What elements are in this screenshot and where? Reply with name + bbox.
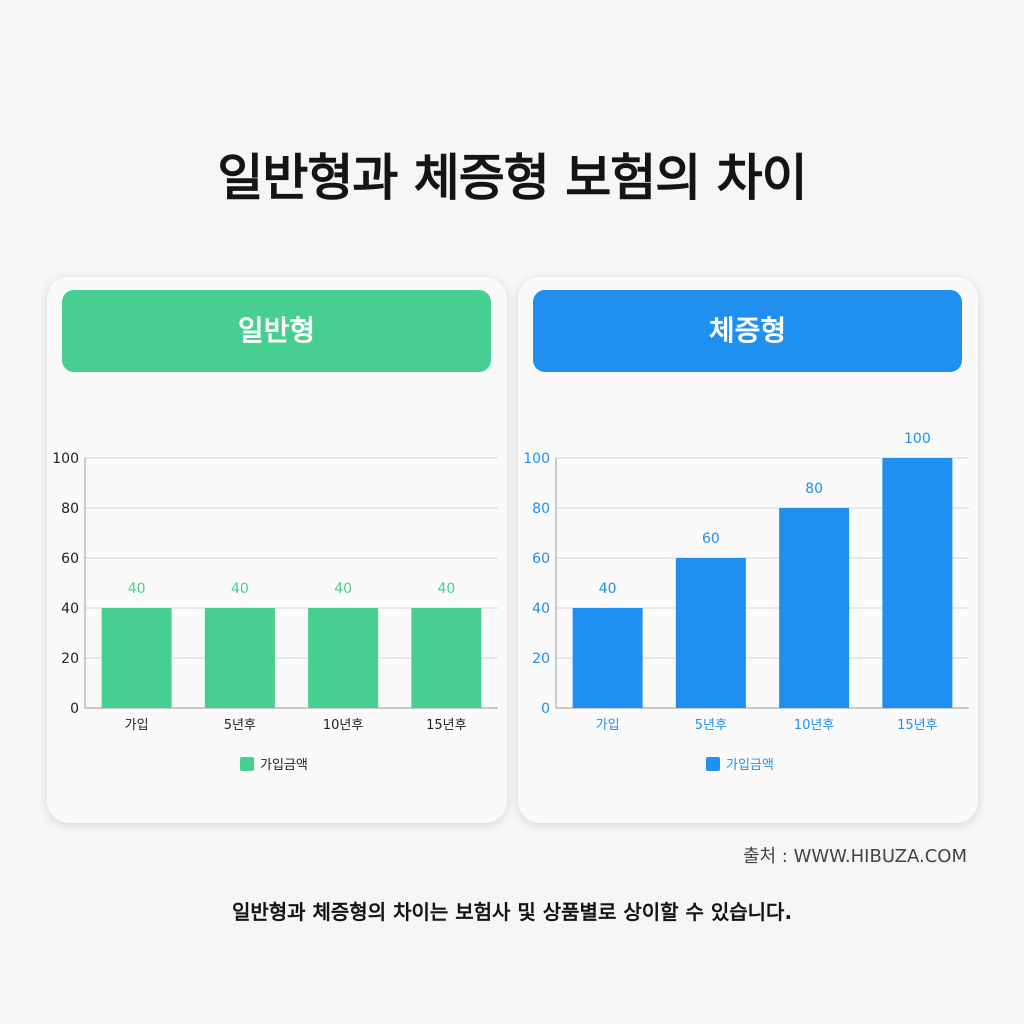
x-tick-label: 15년후 [897, 718, 938, 733]
bar [882, 458, 953, 708]
y-tick-label: 40 [532, 601, 550, 617]
x-tick-label: 가입 [125, 718, 149, 733]
bar [572, 608, 643, 708]
y-tick-label: 60 [532, 551, 550, 567]
card-header-increasing: 체증형 [533, 290, 962, 372]
bar [411, 608, 482, 708]
y-tick-label: 20 [532, 651, 550, 667]
data-label: 40 [128, 581, 146, 597]
data-label: 40 [334, 581, 352, 597]
card-header-standard: 일반형 [62, 290, 491, 372]
source-text: 출처 : WWW.HIBUZA.COM [742, 846, 967, 867]
x-tick-label: 15년후 [426, 718, 467, 733]
page-title: 일반형과 체증형 보험의 차이 [217, 149, 807, 207]
x-tick-label: 5년후 [695, 718, 727, 733]
bar [779, 508, 850, 708]
y-tick-label: 40 [61, 601, 79, 617]
data-label: 40 [599, 581, 617, 597]
bar [101, 608, 172, 708]
bar [204, 608, 275, 708]
x-tick-label: 10년후 [323, 718, 364, 733]
y-tick-label: 20 [61, 651, 79, 667]
x-tick-label: 10년후 [794, 718, 835, 733]
bar [308, 608, 379, 708]
data-label: 60 [702, 531, 720, 547]
y-tick-label: 0 [70, 701, 79, 717]
data-label: 100 [904, 431, 931, 447]
footnote-text: 일반형과 체증형의 차이는 보험사 및 상품별로 상이할 수 있습니다. [231, 900, 793, 924]
data-label: 40 [231, 581, 249, 597]
y-tick-label: 80 [61, 501, 79, 517]
y-tick-label: 100 [52, 451, 79, 467]
y-tick-label: 100 [523, 451, 550, 467]
y-tick-label: 60 [61, 551, 79, 567]
legend-label: 가입금액 [726, 758, 774, 773]
x-tick-label: 5년후 [224, 718, 256, 733]
legend-swatch [240, 757, 254, 771]
legend-label: 가입금액 [260, 758, 308, 773]
data-label: 40 [437, 581, 455, 597]
legend-swatch [706, 757, 720, 771]
y-tick-label: 0 [541, 701, 550, 717]
y-tick-label: 80 [532, 501, 550, 517]
data-label: 80 [805, 481, 823, 497]
x-tick-label: 가입 [596, 718, 620, 733]
bar [675, 558, 746, 708]
